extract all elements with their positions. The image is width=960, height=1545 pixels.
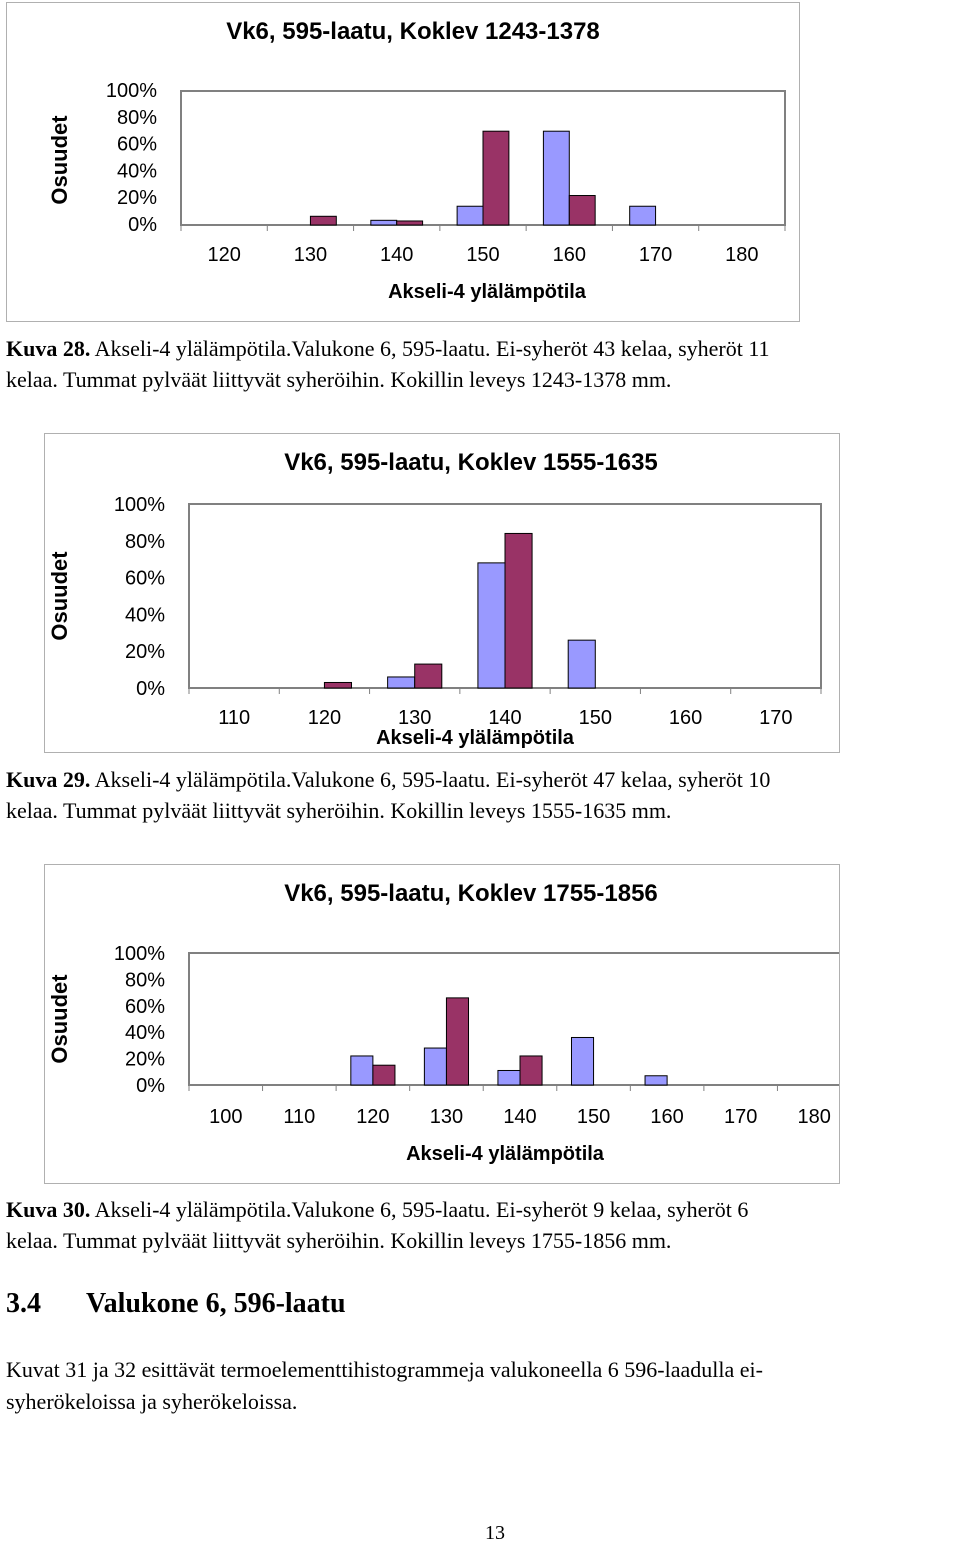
caption-label: Kuva 29. (6, 767, 91, 792)
caption-30: Kuva 30. Akseli-4 ylälämpötila.Valukone … (6, 1194, 956, 1256)
bar-dark (519, 1055, 543, 1086)
caption-text-line2: kelaa. Tummat pylväät liittyvät syheröih… (6, 798, 672, 823)
bar-dark (396, 220, 424, 226)
x-tick-label: 120 (356, 1106, 389, 1128)
bar-dark (309, 215, 337, 226)
x-axis-label: Akseli-4 ylälämpötila (388, 281, 587, 303)
bar-dark (323, 681, 353, 689)
caption-label: Kuva 30. (6, 1197, 91, 1222)
y-tick-label: 40% (125, 604, 165, 626)
x-axis-label: Akseli-4 ylälämpötila (376, 727, 575, 749)
chart-title: Vk6, 595-laatu, Koklev 1755-1856 (284, 880, 658, 907)
chart-title: Vk6, 595-laatu, Koklev 1243-1378 (226, 18, 600, 45)
caption-text-line1: Akseli-4 ylälämpötila.Valukone 6, 595-la… (90, 1197, 749, 1222)
x-tick-label: 120 (207, 244, 240, 266)
y-tick-label: 60% (125, 996, 165, 1018)
chart-29-svg: Vk6, 595-laatu, Koklev 1555-1635 Osuudet 1… (47, 449, 822, 749)
x-tick-label: 140 (488, 707, 521, 729)
y-tick-label: 80% (125, 969, 165, 991)
y-axis-label: Osuudet (47, 115, 72, 205)
x-tick-label: 150 (466, 244, 499, 266)
chart-29: Vk6, 595-laatu, Koklev 1555-1635 Osuudet 1… (44, 433, 840, 753)
y-tick-label: 0% (128, 214, 157, 236)
bar-dark (372, 1064, 396, 1086)
bar-light (570, 1036, 595, 1086)
bar-dark (504, 532, 533, 689)
y-tick-label: 80% (117, 107, 157, 129)
x-tick-label: 170 (639, 244, 672, 266)
y-tick-label: 60% (125, 568, 165, 590)
y-tick-label: 80% (125, 531, 165, 553)
page-number: 13 (485, 1522, 505, 1544)
body-paragraph: Kuvat 31 ja 32 esittävät termoelementtih… (6, 1354, 951, 1418)
chart-28: Vk6, 595-laatu, Koklev 1243-1378 Osuudet 1… (6, 2, 800, 322)
y-axis-label: Osuudet (47, 974, 72, 1064)
x-tick-label: 130 (430, 1106, 463, 1128)
chart-30: Vk6, 595-laatu, Koklev 1755-1856 Osuudet 1… (44, 864, 840, 1184)
x-tick-label: 140 (503, 1106, 536, 1128)
bar-dark (568, 195, 596, 226)
chart-28-svg: Vk6, 595-laatu, Koklev 1243-1378 Osuudet 1… (47, 18, 786, 303)
bar-light (629, 205, 657, 226)
x-tick-label: 130 (294, 244, 327, 266)
caption-text-line1: Akseli-4 ylälämpötila.Valukone 6, 595-la… (90, 767, 771, 792)
bar-light (350, 1055, 374, 1086)
x-tick-label: 120 (308, 707, 341, 729)
y-tick-label: 20% (117, 187, 157, 209)
x-tick-label: 160 (669, 707, 702, 729)
bar-light (567, 639, 596, 689)
caption-text-line1: Akseli-4 ylälämpötila.Valukone 6, 595-la… (90, 336, 770, 361)
section-heading: 3.4 Valukone 6, 596-laatu (6, 1288, 346, 1320)
chart-30-svg: Vk6, 595-laatu, Koklev 1755-1856 Osuudet 1… (47, 880, 839, 1165)
bar-light (423, 1047, 447, 1086)
y-tick-label: 100% (106, 80, 157, 102)
caption-28: Kuva 28. Akseli-4 ylälämpötila.Valukone … (6, 333, 956, 395)
x-tick-label: 170 (724, 1106, 757, 1128)
y-tick-label: 100% (114, 943, 165, 965)
chart-title: Vk6, 595-laatu, Koklev 1555-1635 (284, 449, 658, 476)
bar-light (477, 562, 506, 689)
x-tick-label: 160 (553, 244, 586, 266)
x-tick-label: 150 (577, 1106, 610, 1128)
paragraph-line2: syherökeloissa ja syherökeloissa. (6, 1389, 298, 1414)
bar-light (370, 219, 398, 226)
y-axis-label: Osuudet (47, 551, 72, 641)
x-tick-label: 140 (380, 244, 413, 266)
x-tick-label: 180 (798, 1106, 831, 1128)
x-tick-label: 160 (650, 1106, 683, 1128)
y-tick-label: 0% (136, 1075, 165, 1097)
caption-29: Kuva 29. Akseli-4 ylälämpötila.Valukone … (6, 764, 956, 826)
x-tick-label: 110 (283, 1106, 315, 1128)
bar-dark (482, 130, 510, 226)
bar-dark (414, 663, 443, 689)
section-title: Valukone 6, 596-laatu (86, 1288, 346, 1319)
paragraph-line1: Kuvat 31 ja 32 esittävät termoelementtih… (6, 1357, 763, 1382)
y-tick-label: 40% (125, 1022, 165, 1044)
y-tick-label: 40% (117, 160, 157, 182)
x-tick-label: 130 (398, 707, 431, 729)
x-tick-label: 150 (579, 707, 612, 729)
x-tick-label: 100 (209, 1106, 242, 1128)
caption-text-line2: kelaa. Tummat pylväät liittyvät syheröih… (6, 367, 672, 392)
section-number: 3.4 (6, 1288, 41, 1319)
y-tick-label: 20% (125, 641, 165, 663)
bar-light (497, 1069, 521, 1086)
caption-text-line2: kelaa. Tummat pylväät liittyvät syheröih… (6, 1228, 672, 1253)
x-tick-label: 180 (725, 244, 758, 266)
bar-dark (445, 997, 470, 1086)
bar-light (644, 1075, 668, 1086)
y-tick-label: 100% (114, 494, 165, 516)
plot-area (188, 952, 839, 1086)
x-axis-label: Akseli-4 ylälämpötila (406, 1143, 605, 1165)
x-tick-label: 170 (759, 707, 792, 729)
bar-light (456, 205, 484, 226)
bar-light (387, 676, 416, 689)
y-tick-label: 0% (136, 678, 165, 700)
x-tick-label: 110 (218, 707, 250, 729)
caption-label: Kuva 28. (6, 336, 91, 361)
bar-light (542, 130, 570, 226)
y-tick-label: 20% (125, 1049, 165, 1071)
y-tick-label: 60% (117, 134, 157, 156)
